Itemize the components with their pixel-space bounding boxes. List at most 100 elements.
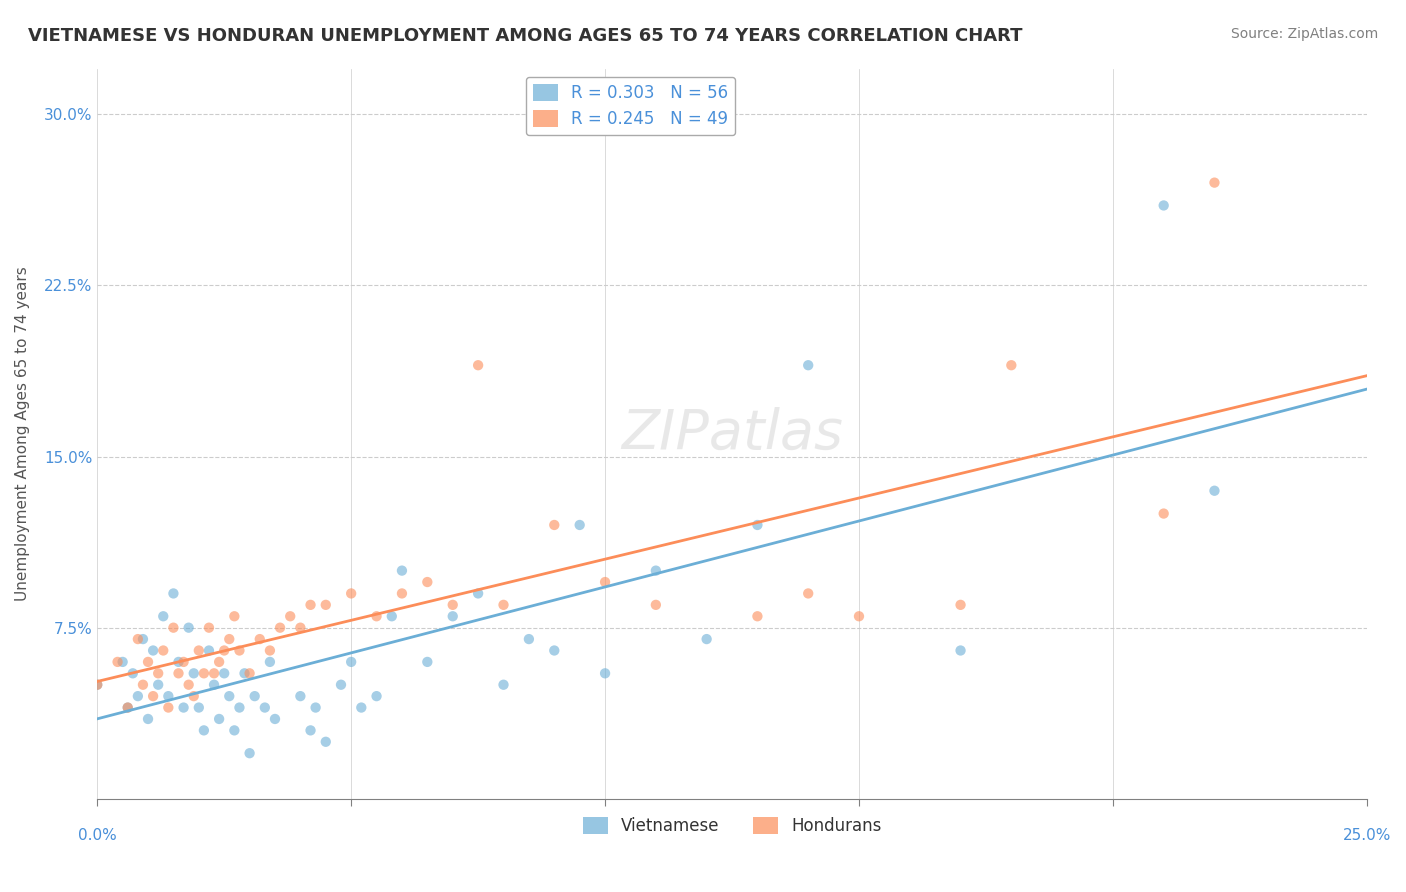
Point [593, 666, 616, 681]
Point [233, 666, 256, 681]
Point [107, 655, 129, 669]
Text: 0.0%: 0.0% [77, 828, 117, 843]
Point [162, 621, 184, 635]
Point [644, 564, 666, 578]
Point [148, 666, 170, 681]
Point [330, 678, 353, 692]
Point [208, 712, 231, 726]
Point [212, 643, 235, 657]
Point [132, 632, 155, 646]
Point [253, 700, 276, 714]
Point [183, 689, 205, 703]
Point [259, 655, 281, 669]
Point [208, 655, 231, 669]
Point [315, 735, 337, 749]
Point [173, 700, 195, 714]
Point [177, 678, 200, 692]
Point [366, 609, 388, 624]
Point [492, 598, 515, 612]
Point [183, 666, 205, 681]
Point [198, 643, 221, 657]
Point [228, 643, 250, 657]
Point [290, 689, 312, 703]
Point [167, 666, 190, 681]
Point [517, 632, 540, 646]
Point [1153, 507, 1175, 521]
Point [187, 700, 209, 714]
Point [1000, 358, 1022, 372]
Point [366, 689, 388, 703]
Point [416, 655, 439, 669]
Text: VIETNAMESE VS HONDURAN UNEMPLOYMENT AMONG AGES 65 TO 74 YEARS CORRELATION CHART: VIETNAMESE VS HONDURAN UNEMPLOYMENT AMON… [28, 27, 1022, 45]
Point [187, 643, 209, 657]
Point [1153, 198, 1175, 212]
Point [157, 689, 180, 703]
Point [142, 689, 165, 703]
Point [644, 598, 666, 612]
Point [148, 678, 170, 692]
Point [198, 621, 221, 635]
Point [202, 666, 225, 681]
Point [152, 643, 174, 657]
Point [441, 598, 464, 612]
Point [127, 632, 149, 646]
Point [157, 700, 180, 714]
Point [391, 586, 413, 600]
Point [568, 518, 591, 533]
Point [315, 598, 337, 612]
Point [136, 655, 159, 669]
Point [441, 609, 464, 624]
Point [193, 723, 215, 738]
Point [228, 700, 250, 714]
Point [340, 655, 363, 669]
Point [259, 643, 281, 657]
Point [136, 712, 159, 726]
Point [1204, 176, 1226, 190]
Point [543, 643, 565, 657]
Point [167, 655, 190, 669]
Y-axis label: Unemployment Among Ages 65 to 74 years: Unemployment Among Ages 65 to 74 years [15, 267, 30, 601]
Point [797, 358, 820, 372]
Point [1204, 483, 1226, 498]
Point [173, 655, 195, 669]
Point [177, 621, 200, 635]
Point [797, 586, 820, 600]
Point [299, 723, 322, 738]
Point [218, 689, 240, 703]
Point [391, 564, 413, 578]
Point [224, 723, 246, 738]
Point [264, 712, 287, 726]
Point [467, 586, 489, 600]
Point [696, 632, 718, 646]
Point [747, 518, 769, 533]
Point [117, 700, 139, 714]
Point [111, 655, 134, 669]
Point [86, 678, 108, 692]
Point [162, 586, 184, 600]
Point [467, 358, 489, 372]
Point [152, 609, 174, 624]
Point [142, 643, 165, 657]
Point [492, 678, 515, 692]
Point [193, 666, 215, 681]
Point [269, 621, 291, 635]
Point [202, 678, 225, 692]
Point [340, 586, 363, 600]
Point [218, 632, 240, 646]
Point [278, 609, 301, 624]
Point [416, 575, 439, 590]
Point [86, 678, 108, 692]
Point [304, 700, 326, 714]
Point [132, 678, 155, 692]
Point [848, 609, 870, 624]
Point [290, 621, 312, 635]
Point [593, 575, 616, 590]
Text: ZIPatlas: ZIPatlas [621, 407, 844, 460]
Point [543, 518, 565, 533]
Point [949, 598, 972, 612]
Point [243, 689, 266, 703]
Point [299, 598, 322, 612]
Point [212, 666, 235, 681]
Point [949, 643, 972, 657]
Legend: Vietnamese, Hondurans: Vietnamese, Hondurans [576, 810, 889, 842]
